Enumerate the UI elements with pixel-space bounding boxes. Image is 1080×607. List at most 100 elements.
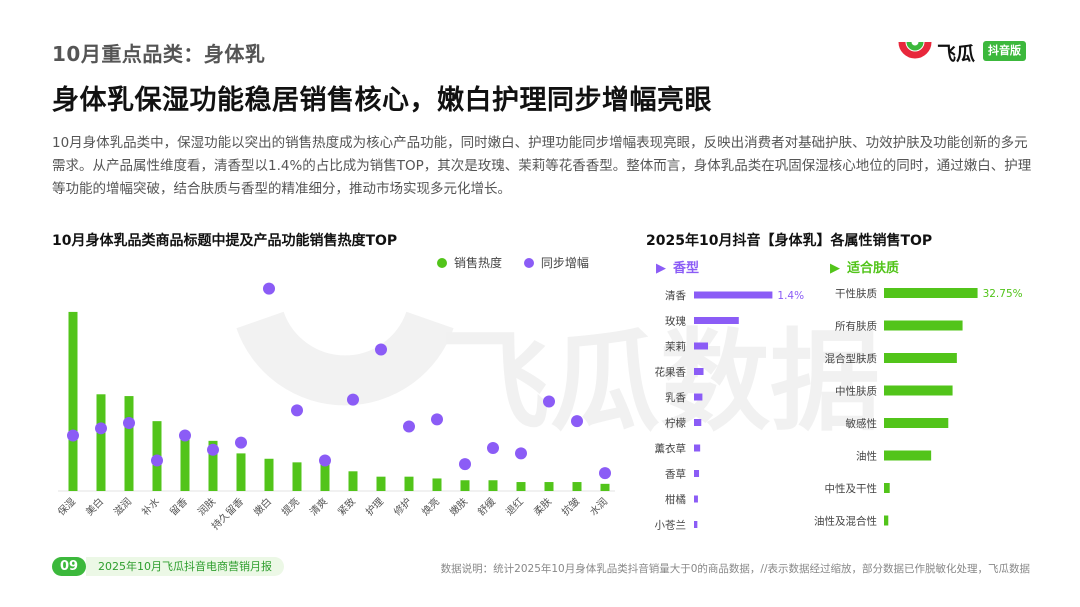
x-tick-label: 补水 bbox=[139, 495, 162, 518]
growth-dot bbox=[375, 343, 387, 356]
legend-dot-green bbox=[437, 257, 447, 268]
x-tick-label: 水润 bbox=[587, 495, 610, 518]
page-headline: 身体乳保湿功能稳居销售核心，嫩白护理同步增幅亮眼 bbox=[52, 85, 712, 116]
x-tick-label: 美白 bbox=[83, 495, 106, 518]
growth-dot bbox=[543, 395, 555, 408]
attribute-bar bbox=[884, 515, 889, 526]
legend-label-sales: 销售热度 bbox=[454, 256, 503, 270]
x-tick-label: 嫩肤 bbox=[447, 495, 470, 518]
growth-dot bbox=[95, 422, 107, 435]
attribute-bar bbox=[694, 393, 703, 401]
attribute-bar bbox=[884, 353, 957, 363]
attribute-bar bbox=[884, 450, 932, 461]
category-label: 茉莉 bbox=[665, 340, 686, 353]
legend-label-growth: 同步增幅 bbox=[540, 256, 589, 270]
x-tick-label: 润肤 bbox=[195, 495, 218, 518]
x-tick-label: 留香 bbox=[167, 495, 190, 518]
category-label: 敏感性 bbox=[846, 417, 878, 430]
attribute-bar bbox=[884, 320, 963, 331]
category-label: 玫瑰 bbox=[665, 315, 686, 328]
growth-dot bbox=[291, 404, 303, 417]
category-label: 乳香 bbox=[665, 391, 686, 404]
growth-dot bbox=[347, 393, 359, 406]
left-chart-legend: 销售热度 同步增幅 bbox=[437, 254, 607, 271]
sales-bar bbox=[544, 482, 554, 491]
sales-bar bbox=[404, 476, 414, 491]
growth-dot bbox=[179, 429, 191, 442]
attribute-bar bbox=[694, 317, 739, 324]
page-number: 09 bbox=[52, 557, 86, 576]
attribute-bar bbox=[884, 418, 949, 428]
x-tick-label: 柔肤 bbox=[531, 495, 554, 518]
category-label: 油性及混合性 bbox=[814, 515, 877, 528]
logo-badge: 抖音版 bbox=[983, 41, 1026, 61]
panel-marker-icon: ▶ bbox=[830, 261, 840, 276]
sales-bar bbox=[488, 480, 498, 491]
category-label: 花果香 bbox=[655, 366, 687, 379]
sales-bar bbox=[432, 478, 442, 491]
growth-dot bbox=[515, 447, 527, 460]
x-tick-label: 焕亮 bbox=[419, 495, 442, 518]
growth-dot bbox=[487, 442, 499, 455]
growth-dot bbox=[263, 282, 275, 295]
sales-bar bbox=[264, 458, 274, 491]
report-name: 2025年10月飞瓜抖音电商营销月报 bbox=[86, 557, 284, 576]
sales-bar bbox=[600, 483, 610, 491]
attribute-bar bbox=[884, 385, 953, 396]
sales-bar bbox=[236, 453, 246, 491]
growth-dot bbox=[319, 454, 331, 467]
category-label: 薰衣草 bbox=[655, 442, 687, 455]
sales-bar bbox=[292, 462, 302, 491]
x-tick-label: 修护 bbox=[391, 495, 414, 518]
category-label: 干性肤质 bbox=[835, 287, 877, 300]
sales-bar bbox=[320, 464, 330, 491]
logo-mark-icon bbox=[898, 41, 932, 59]
growth-dot bbox=[235, 436, 247, 449]
attribute-bar bbox=[884, 483, 890, 493]
attribute-bar bbox=[694, 419, 702, 426]
attribute-bar bbox=[694, 470, 700, 477]
x-tick-label: 保湿 bbox=[55, 495, 78, 518]
sales-bar bbox=[208, 440, 218, 491]
category-label: 油性 bbox=[856, 450, 877, 463]
growth-dot bbox=[123, 416, 135, 429]
category-label: 柑橘 bbox=[665, 493, 686, 506]
growth-dot bbox=[151, 454, 163, 467]
panel-marker-icon: ▶ bbox=[656, 261, 666, 276]
legend-dot-purple bbox=[523, 257, 534, 268]
x-tick-label: 退红 bbox=[503, 495, 526, 518]
growth-dot bbox=[431, 413, 443, 426]
left-chart-title: 10月身体乳品类商品标题中提及产品功能销售热度TOP bbox=[52, 233, 398, 249]
right-chart-title: 2025年10月抖音【身体乳】各属性销售TOP bbox=[646, 233, 933, 249]
x-tick-label: 滋润 bbox=[111, 495, 134, 518]
sales-bar bbox=[516, 482, 526, 491]
panel-title: 适合肤质 bbox=[847, 260, 899, 276]
x-tick-label: 护理 bbox=[363, 495, 386, 518]
x-tick-label: 提亮 bbox=[279, 495, 302, 518]
attribute-bar bbox=[694, 521, 698, 528]
attribute-bar bbox=[694, 342, 708, 350]
logo-text: 飞瓜 bbox=[937, 43, 976, 65]
category-label: 混合型肤质 bbox=[825, 352, 878, 365]
category-label: 所有肤质 bbox=[835, 320, 877, 333]
sales-bar bbox=[460, 480, 470, 491]
section-label: 10月重点品类：身体乳 bbox=[52, 42, 266, 66]
sales-bar bbox=[180, 433, 190, 491]
data-note: 数据说明：统计2025年10月身体乳品类抖音销量大于0的商品数据，//表示数据经… bbox=[440, 563, 1030, 575]
panel-title: 香型 bbox=[672, 260, 699, 276]
growth-dot bbox=[67, 429, 79, 442]
category-label: 香草 bbox=[665, 469, 686, 481]
x-tick-label: 舒缓 bbox=[475, 495, 498, 518]
attribute-bar bbox=[884, 288, 978, 298]
sales-bar bbox=[96, 394, 106, 491]
category-label: 小苍兰 bbox=[655, 519, 687, 532]
x-tick-label: 清爽 bbox=[307, 495, 330, 518]
growth-dot bbox=[599, 467, 611, 480]
category-label: 中性肤质 bbox=[835, 385, 877, 398]
category-label: 中性及干性 bbox=[825, 482, 878, 495]
growth-dot bbox=[459, 458, 471, 471]
x-tick-label: 抗皱 bbox=[559, 495, 582, 518]
attribute-bar bbox=[694, 495, 698, 503]
growth-dot bbox=[403, 420, 415, 433]
